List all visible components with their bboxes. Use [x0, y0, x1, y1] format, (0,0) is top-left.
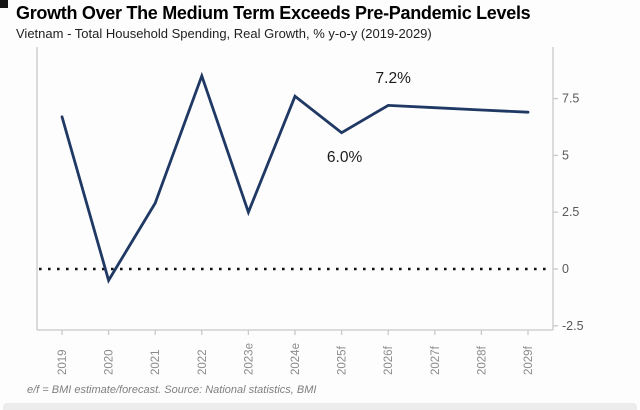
x-tick-label: 2028f	[476, 345, 488, 375]
y-tick-label: 2.5	[562, 205, 579, 219]
bottom-strip	[3, 403, 637, 410]
x-tick-label: 2026f	[383, 345, 395, 375]
chart-title: Growth Over The Medium Term Exceeds Pre-…	[16, 3, 531, 23]
y-tick-label: 5	[562, 148, 569, 162]
y-tick-label: 0	[562, 262, 569, 276]
x-tick-label: 2029f	[523, 345, 535, 375]
annotation-label: 7.2%	[376, 70, 412, 87]
x-tick-label: 2020	[104, 349, 116, 375]
annotation-label: 6.0%	[327, 149, 363, 166]
brand-square-icon	[0, 0, 8, 8]
x-tick-label: 2027f	[430, 345, 442, 375]
x-tick-label: 2025f	[337, 345, 349, 375]
source-note: e/f = BMI estimate/forecast. Source: Nat…	[27, 384, 317, 396]
x-tick-label: 2023e	[243, 343, 255, 375]
x-tick-label: 2021	[150, 349, 162, 375]
chart-subtitle: Vietnam - Total Household Spending, Real…	[16, 26, 432, 41]
x-tick-label: 2019	[57, 349, 69, 375]
y-tick-label: 7.5	[562, 92, 579, 106]
line-chart: 2019 2020 2021 2022 2023e 2024e 2025f 2026f 2027…	[36, 47, 584, 375]
series-line	[60, 71, 530, 284]
x-tick-label: 2022	[197, 349, 209, 375]
y-tick-label: -2.5	[562, 319, 584, 333]
x-tick-label: 2024e	[290, 343, 302, 375]
